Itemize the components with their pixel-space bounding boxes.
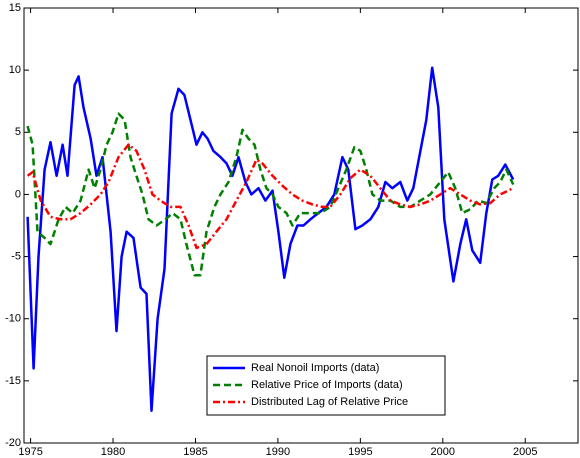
series-line — [26, 66, 515, 412]
x-tick-label: 1990 — [266, 446, 290, 458]
x-tick-label: 2000 — [431, 446, 455, 458]
axes-box — [23, 7, 579, 444]
y-tick-label: -10 — [5, 313, 21, 325]
series-line — [26, 143, 514, 250]
legend-label: Distributed Lag of Relative Price — [251, 396, 408, 408]
y-tick-label: 15 — [9, 2, 21, 14]
x-tick-label: 1985 — [183, 446, 207, 458]
y-tick-label: 0 — [15, 188, 21, 200]
legend-box — [206, 355, 446, 416]
x-tick-label: 1995 — [348, 446, 372, 458]
series-line — [26, 112, 515, 277]
y-tick-label: -15 — [5, 375, 21, 387]
legend: Real Nonoil Imports (data) Relative Price… — [206, 355, 446, 416]
legend-label: Relative Price of Imports (data) — [251, 379, 403, 391]
x-tick-label: 2005 — [513, 446, 537, 458]
y-tick-label: -5 — [11, 250, 21, 262]
x-tick-label: 1980 — [101, 446, 125, 458]
y-tick-label: 5 — [15, 126, 21, 138]
y-tick-label: 10 — [9, 64, 21, 76]
legend-label: Real Nonoil Imports (data) — [251, 362, 379, 374]
y-tick-label: -20 — [5, 437, 21, 449]
x-tick-label: 1975 — [18, 446, 42, 458]
